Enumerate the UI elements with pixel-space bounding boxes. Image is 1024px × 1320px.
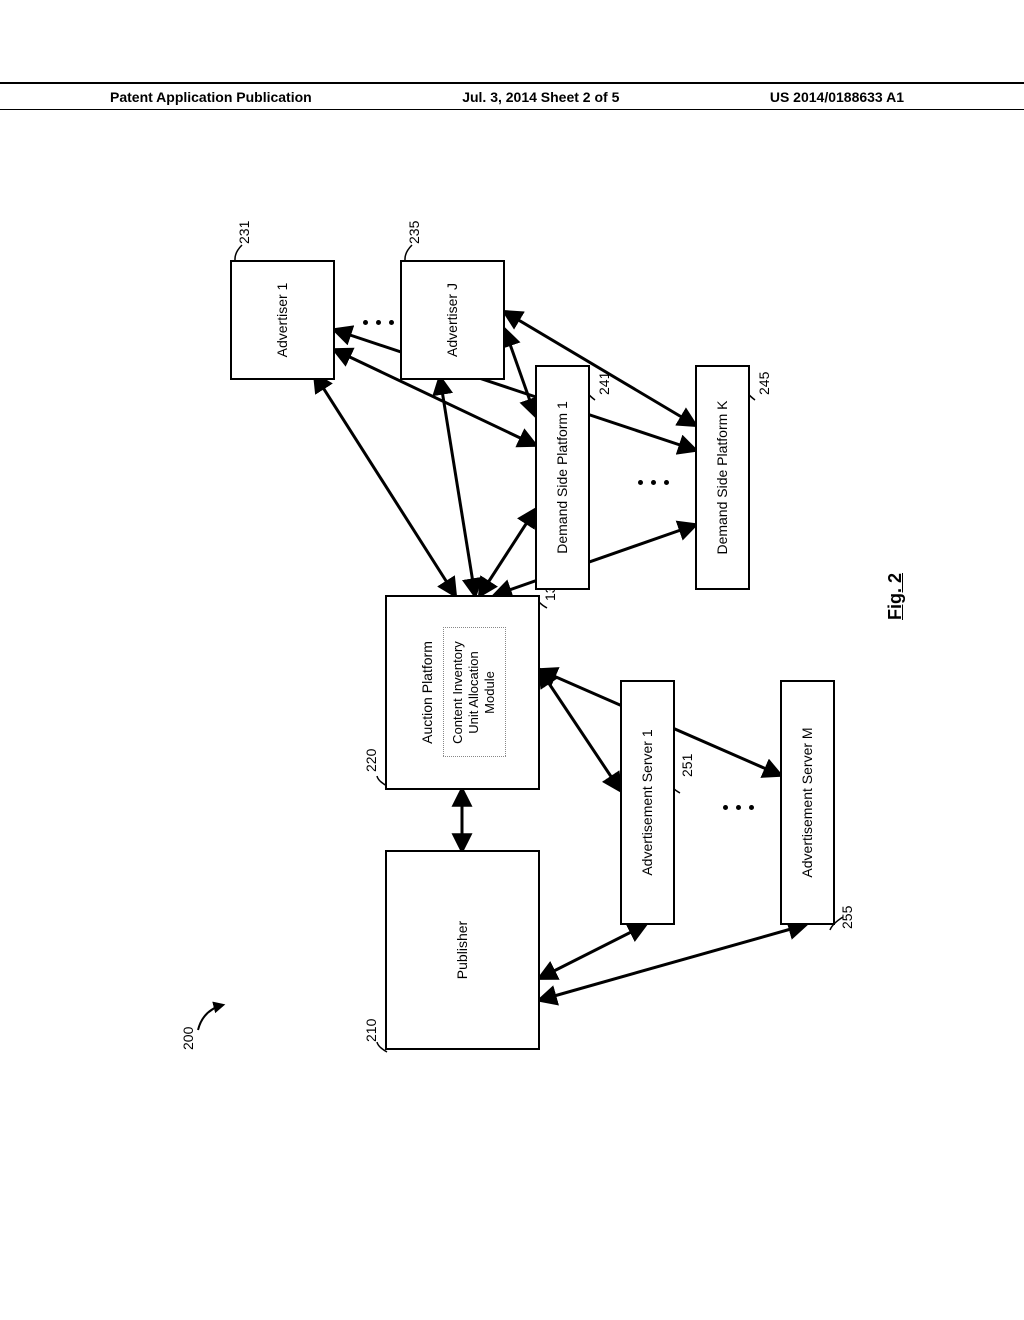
header-right: US 2014/0188633 A1	[770, 89, 904, 105]
node-auction-label: Auction Platform	[419, 641, 437, 744]
node-advertiser-1-label: Advertiser 1	[274, 283, 292, 358]
ref-dsp-k: 245	[756, 372, 772, 395]
ref-ad-server-m: 255	[839, 906, 855, 929]
node-publisher: Publisher	[385, 850, 540, 1050]
ref-advertiser-j: 235	[406, 221, 422, 244]
ref-dsp-1: 241	[596, 372, 612, 395]
node-dsp-k: Demand Side Platform K	[695, 365, 750, 590]
ref-ad-server-1: 251	[679, 754, 695, 777]
header-center: Jul. 3, 2014 Sheet 2 of 5	[462, 89, 619, 105]
node-dsp-k-label: Demand Side Platform K	[714, 400, 732, 554]
node-dsp-1-label: Demand Side Platform 1	[554, 401, 572, 554]
system-ref-arrow	[193, 995, 233, 1035]
node-auction-inner-module: Content Inventory Unit Allocation Module	[443, 628, 506, 758]
ref-publisher: 210	[363, 1019, 379, 1042]
node-dsp-1: Demand Side Platform 1	[535, 365, 590, 590]
ref-advertiser-1: 231	[236, 221, 252, 244]
ref-auction: 220	[363, 749, 379, 772]
node-publisher-label: Publisher	[454, 921, 472, 979]
node-ad-server-m-label: Advertisement Server M	[799, 727, 817, 877]
header-left: Patent Application Publication	[110, 89, 312, 105]
ellipsis-dots	[363, 320, 394, 325]
node-ad-server-m: Advertisement Server M	[780, 680, 835, 925]
node-advertiser-j-label: Advertiser J	[444, 283, 462, 357]
page-header: Patent Application Publication Jul. 3, 2…	[0, 82, 1024, 110]
node-advertiser-j: Advertiser J	[400, 260, 505, 380]
page: Patent Application Publication Jul. 3, 2…	[0, 0, 1024, 1320]
figure-2-diagram: 200 Publisher 210 Auction Platform Conte…	[85, 200, 915, 990]
node-ad-server-1-label: Advertisement Server 1	[639, 729, 657, 875]
node-ad-server-1: Advertisement Server 1	[620, 680, 675, 925]
node-auction-platform: Auction Platform Content Inventory Unit …	[385, 595, 540, 790]
ellipsis-dots	[638, 480, 669, 485]
figure-label: Fig. 2	[885, 573, 906, 620]
ellipsis-dots	[723, 805, 754, 810]
node-advertiser-1: Advertiser 1	[230, 260, 335, 380]
